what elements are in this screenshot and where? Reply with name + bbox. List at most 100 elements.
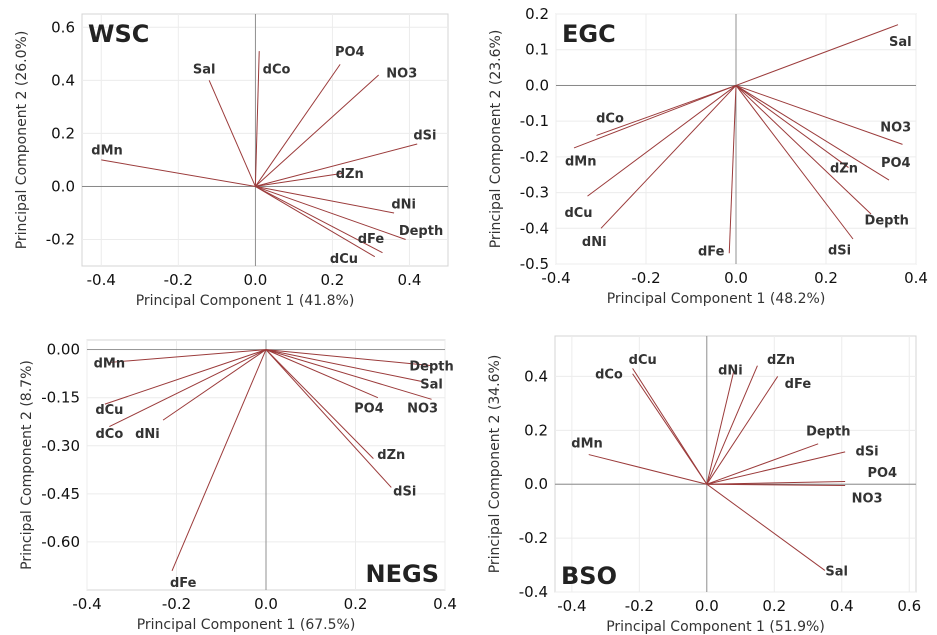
y-tick-label: -0.3 xyxy=(520,184,549,202)
x-tick-label: 0.4 xyxy=(398,271,422,289)
vector-label-depth: Depth xyxy=(409,360,453,375)
y-tick-label: 0.6 xyxy=(51,18,75,36)
plot-area xyxy=(81,13,449,267)
loading-vector-po4 xyxy=(265,349,379,399)
loading-vector-dni xyxy=(706,370,735,485)
loading-vector-dmn xyxy=(109,349,267,363)
y-tick-label: -0.5 xyxy=(520,255,549,273)
x-tick-label: 0.0 xyxy=(695,597,719,615)
loading-vector-no3 xyxy=(706,483,846,487)
vector-label-no3: NO3 xyxy=(407,401,438,416)
y-tick-label: -0.4 xyxy=(520,219,549,237)
y-axis-label: Principal Component 2 (8.7%) xyxy=(19,360,35,570)
panel-wsc: Principal Component 1 (41.8%) Principal … xyxy=(14,13,449,309)
x-tick-label: -0.4 xyxy=(87,271,116,289)
x-tick-label: -0.2 xyxy=(631,269,660,287)
x-tick-label: -0.2 xyxy=(164,271,193,289)
x-tick-label: 0.2 xyxy=(762,597,786,615)
loading-vector-dsi xyxy=(265,349,392,488)
vector-label-dsi: dSi xyxy=(828,244,851,259)
y-tick-label: 0.00 xyxy=(47,341,80,359)
vector-label-depth: Depth xyxy=(399,224,443,239)
x-tick-label: 0.4 xyxy=(904,269,928,287)
y-axis-label: Principal Component 2 (26.0%) xyxy=(14,31,30,250)
loading-vector-dfe xyxy=(728,85,737,254)
vector-label-dco: dCo xyxy=(95,427,123,442)
vector-label-dni: dNi xyxy=(391,198,416,213)
y-tick-label: -0.1 xyxy=(520,112,549,130)
vector-label-dfe: dFe xyxy=(358,232,385,247)
panel-egc: Principal Component 1 (48.2%) Principal … xyxy=(488,5,928,307)
loading-vector-po4 xyxy=(254,64,341,187)
y-tick-label: 0.0 xyxy=(51,177,75,195)
vector-label-no3: NO3 xyxy=(852,492,883,507)
loading-vector-dsi xyxy=(706,451,846,485)
loading-vector-dmn xyxy=(573,84,737,149)
loading-vector-dcu xyxy=(632,368,708,485)
plot-area xyxy=(554,335,917,593)
vector-label-dfe: dFe xyxy=(785,377,812,392)
x-axis-label: Principal Component 1 (41.8%) xyxy=(136,293,355,309)
x-tick-label: -0.4 xyxy=(541,269,570,287)
vector-label-dmn: dMn xyxy=(91,143,123,158)
vector-label-dzn: dZn xyxy=(336,167,364,182)
y-tick-label: 0.1 xyxy=(525,41,549,59)
y-tick-label: 0.0 xyxy=(525,76,549,94)
vector-label-dsi: dSi xyxy=(856,445,879,460)
x-tick-label: -0.2 xyxy=(162,595,191,613)
panel-title: NEGS xyxy=(366,560,439,588)
vector-label-dni: dNi xyxy=(135,427,160,442)
loading-vector-dcu xyxy=(587,85,737,197)
y-tick-label: 0.4 xyxy=(524,367,548,385)
loading-vector-dco xyxy=(596,84,737,136)
panel-title: EGC xyxy=(562,20,616,48)
vector-label-dzn: dZn xyxy=(830,162,858,177)
y-axis-label: Principal Component 2 (34.6%) xyxy=(487,355,503,574)
vector-label-po4: PO4 xyxy=(335,45,365,60)
vector-label-dco: dCo xyxy=(263,62,291,77)
vector-label-dsi: dSi xyxy=(413,129,436,144)
y-tick-label: 0.2 xyxy=(524,421,548,439)
y-tick-label: -0.2 xyxy=(520,148,549,166)
panel-title: WSC xyxy=(88,20,149,48)
y-tick-label: -0.4 xyxy=(519,583,548,601)
y-tick-label: -0.60 xyxy=(41,533,80,551)
vector-label-dfe: dFe xyxy=(698,244,725,259)
vector-label-dco: dCo xyxy=(595,368,623,383)
vector-label-sal: Sal xyxy=(193,62,216,77)
loading-vector-dsi xyxy=(735,85,854,240)
panel-title: BSO xyxy=(561,562,617,590)
y-tick-label: -0.15 xyxy=(41,389,80,407)
x-tick-label: 0.4 xyxy=(433,595,457,613)
loading-vector-sal xyxy=(208,80,256,187)
vector-label-dni: dNi xyxy=(582,235,607,250)
y-tick-label: 0.0 xyxy=(524,475,548,493)
vector-label-po4: PO4 xyxy=(867,466,897,481)
vector-label-sal: Sal xyxy=(825,564,848,579)
loading-vector-sal xyxy=(265,349,423,383)
x-tick-label: -0.2 xyxy=(625,597,654,615)
vector-label-depth: Depth xyxy=(865,213,909,228)
loading-vector-sal xyxy=(735,24,899,86)
vector-label-dsi: dSi xyxy=(393,485,416,500)
loading-vector-dni xyxy=(162,349,267,421)
loading-vector-dzn xyxy=(255,172,345,187)
vector-label-po4: PO4 xyxy=(354,401,384,416)
loading-vector-no3 xyxy=(255,74,379,187)
loading-vector-dco xyxy=(254,51,260,187)
loading-vector-dcu xyxy=(255,185,376,258)
loading-vector-dfe xyxy=(706,376,779,485)
x-axis-label: Principal Component 1 (51.9%) xyxy=(606,619,825,635)
x-tick-label: 0.6 xyxy=(897,597,921,615)
vector-label-dco: dCo xyxy=(596,112,624,127)
vector-label-no3: NO3 xyxy=(386,66,417,81)
loading-vector-dmn xyxy=(101,159,256,187)
y-tick-label: 0.2 xyxy=(525,5,549,23)
panel-negs: Principal Component 1 (67.5%) Principal … xyxy=(19,339,457,633)
x-axis-label: Principal Component 1 (67.5%) xyxy=(137,617,356,633)
y-tick-label: 0.4 xyxy=(51,71,75,89)
vector-label-dni: dNi xyxy=(718,364,743,379)
y-tick-label: -0.45 xyxy=(41,485,80,503)
loading-vector-dmn xyxy=(588,454,707,485)
